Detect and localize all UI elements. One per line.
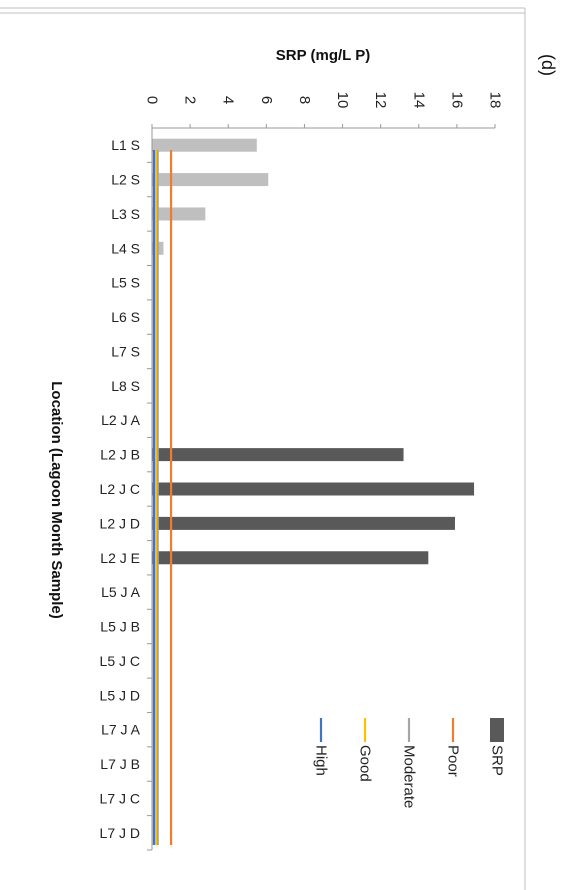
x-tick-label: 16	[448, 92, 465, 109]
category-label: L4 S	[111, 240, 140, 256]
legend-label-high: High	[313, 745, 330, 776]
legend-label-good: Good	[357, 745, 374, 782]
category-label: L7 S	[111, 343, 140, 359]
category-label: L5 J C	[100, 653, 140, 669]
category-label: L5 J B	[100, 619, 140, 635]
y-axis-title: Location (Lagoon Month Sample)	[48, 381, 65, 618]
category-label: L2 J D	[100, 515, 140, 531]
category-label: L8 S	[111, 378, 140, 394]
legend-label-srp: SRP	[489, 745, 506, 776]
x-tick-label: 14	[410, 92, 427, 109]
x-tick-label: 2	[182, 96, 199, 104]
category-label: L7 J C	[100, 790, 140, 806]
legend-swatch-srp	[490, 718, 504, 742]
category-label: L7 J B	[100, 756, 140, 772]
x-axis-title: SRP (mg/L P)	[276, 47, 370, 64]
bar-0	[152, 138, 257, 152]
bar-10	[152, 482, 475, 496]
x-tick-label: 10	[334, 92, 351, 109]
category-label: L2 S	[111, 172, 140, 188]
category-label: L5 S	[111, 275, 140, 291]
bar-9	[152, 448, 404, 462]
legend-label-poor: Poor	[445, 745, 462, 777]
category-label: L1 S	[111, 137, 140, 153]
category-label: L2 J B	[100, 447, 140, 463]
legend-label-moderate: Moderate	[401, 745, 418, 808]
category-label: L3 S	[111, 206, 140, 222]
x-tick-label: 8	[296, 96, 313, 104]
category-label: L6 S	[111, 309, 140, 325]
chart-frame	[0, 7, 526, 890]
x-tick-label: 6	[258, 96, 275, 104]
category-label: L7 J D	[100, 825, 140, 841]
x-tick-label: 18	[487, 92, 504, 109]
x-tick-label: 0	[144, 96, 161, 104]
bar-12	[152, 551, 429, 565]
panel-label: (d)	[538, 54, 558, 76]
x-tick-label: 4	[220, 96, 237, 104]
category-label: L7 J A	[101, 722, 141, 738]
category-label: L2 J A	[101, 412, 141, 428]
bar-1	[152, 173, 269, 187]
category-label: L5 J A	[101, 584, 141, 600]
category-label: L2 J E	[100, 550, 140, 566]
category-label: L5 J D	[100, 687, 140, 703]
category-label: L2 J C	[100, 481, 140, 497]
bar-11	[152, 516, 455, 530]
bar-2	[152, 207, 206, 221]
x-tick-label: 12	[372, 92, 389, 109]
